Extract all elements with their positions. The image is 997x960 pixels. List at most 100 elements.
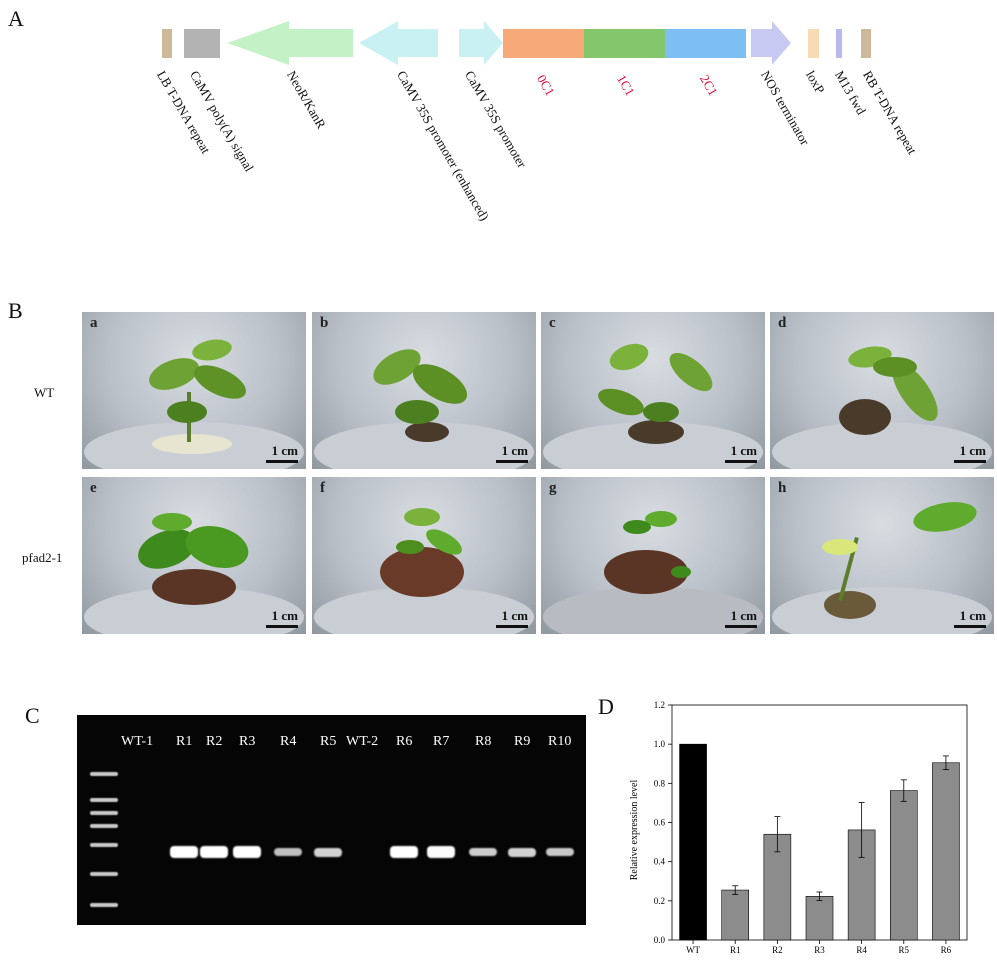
x-tick-label: WT xyxy=(686,945,700,955)
gel-band xyxy=(469,848,497,856)
scale-bar xyxy=(954,460,986,463)
feature-1c1 xyxy=(584,29,665,58)
panel-letter-a: A xyxy=(8,6,24,31)
photo-h: h 1 cm xyxy=(770,477,994,634)
gel-band xyxy=(170,846,198,858)
photo-f: f 1 cm xyxy=(312,477,536,634)
gel-band xyxy=(274,848,302,856)
feature-35s-enhanced-arrow xyxy=(359,21,438,65)
gel-band xyxy=(314,847,342,857)
plant-drawing xyxy=(543,511,763,634)
scale-bar xyxy=(954,625,986,628)
bar xyxy=(889,790,918,941)
photo-tag: b xyxy=(320,315,329,331)
panel-letter-b: B xyxy=(8,298,23,323)
photo-tag: e xyxy=(90,480,97,496)
photo-tag: d xyxy=(778,315,787,331)
scale-bar xyxy=(266,625,298,628)
x-tick-label: R6 xyxy=(941,945,952,955)
ladder-band xyxy=(90,798,118,802)
lane-label: R7 xyxy=(433,734,450,749)
x-tick-label: R3 xyxy=(814,945,825,955)
x-tick-label: R4 xyxy=(856,945,867,955)
y-tick-label: 1.0 xyxy=(654,739,666,749)
plant-drawing xyxy=(314,349,534,469)
feature-35s-arrow xyxy=(459,21,503,65)
y-tick-label: 0.0 xyxy=(654,935,666,945)
x-tick-label: R2 xyxy=(772,945,783,955)
y-tick-label: 0.2 xyxy=(654,896,665,906)
feature-neor-arrow xyxy=(227,21,353,65)
y-tick-label: 0.4 xyxy=(654,857,666,867)
scale-bar xyxy=(496,460,528,463)
photo-e: e 1 cm xyxy=(82,477,306,634)
photo-b: b 1 cm xyxy=(312,312,536,469)
scale-label: 1 cm xyxy=(501,443,528,458)
ladder-band xyxy=(90,772,118,776)
feature-lb-tdna xyxy=(162,29,172,58)
y-tick-label: 0.8 xyxy=(654,778,666,788)
feature-0c1 xyxy=(503,29,584,58)
lane-label: R1 xyxy=(176,734,193,749)
gel-image: WT-1 R1 R2 R3 R4 R5 WT-2 R6 R7 R8 R9 R10 xyxy=(77,715,586,925)
expression-bar-chart: Relative expression level 0.0 0.2 0.4 0.6 0.… xyxy=(629,700,968,955)
gel-band xyxy=(546,848,574,856)
scale-label: 1 cm xyxy=(730,443,757,458)
photo-a: a 1 cm xyxy=(82,312,306,469)
scale-bar xyxy=(266,460,298,463)
photo-c: c 1 cm xyxy=(541,312,765,469)
photo-tag: a xyxy=(90,315,98,331)
photo-tag: g xyxy=(549,480,557,496)
lane-label: WT-1 xyxy=(121,734,154,749)
photo-tag: c xyxy=(549,315,556,331)
plant-drawing xyxy=(772,502,992,634)
scale-bar xyxy=(725,460,757,463)
gel-band xyxy=(427,846,455,858)
photo-d: d 1 cm xyxy=(770,312,994,469)
photo-tag: h xyxy=(778,480,787,496)
ladder-band xyxy=(90,811,118,815)
construct-map: LB T-DNA repeat CaMV poly(A) signal NeoR… xyxy=(0,0,997,270)
feature-loxp xyxy=(808,29,819,58)
plant-drawing xyxy=(84,339,304,469)
bar xyxy=(721,889,750,941)
scale-label: 1 cm xyxy=(959,443,986,458)
y-axis-label: Relative expression level xyxy=(629,780,640,881)
feature-rb-tdna xyxy=(861,29,871,58)
x-tick-label: R1 xyxy=(730,945,741,955)
lane-label: R9 xyxy=(514,734,531,749)
plant-drawing xyxy=(84,513,304,634)
gel-band xyxy=(200,846,228,858)
lane-label: R5 xyxy=(320,734,337,749)
feature-2c1 xyxy=(665,29,746,58)
y-tick-label: 0.6 xyxy=(654,818,666,828)
scale-bar xyxy=(725,625,757,628)
gel-band xyxy=(390,846,418,858)
lane-label: R2 xyxy=(206,734,223,749)
photo-tag: f xyxy=(320,480,325,496)
y-tick-label: 1.2 xyxy=(654,700,665,710)
lane-label: R3 xyxy=(239,734,256,749)
row-label-pfad2: pfad2-1 xyxy=(22,550,63,565)
row-label-wt: WT xyxy=(34,385,55,400)
scale-label: 1 cm xyxy=(959,608,986,623)
scale-label: 1 cm xyxy=(501,608,528,623)
construct-map-graphic xyxy=(162,21,871,65)
photo-g: g 1 cm xyxy=(541,477,765,634)
panel-letter-c: C xyxy=(25,703,40,728)
gel-band xyxy=(508,847,536,857)
ladder-band xyxy=(90,843,118,847)
feature-nos-arrow xyxy=(751,21,791,65)
feature-m13 xyxy=(836,29,842,58)
scale-bar xyxy=(496,625,528,628)
ladder-band xyxy=(90,824,118,828)
bar xyxy=(805,896,834,941)
plant-drawing xyxy=(772,346,992,469)
lane-label: R10 xyxy=(548,734,572,749)
scale-label: 1 cm xyxy=(271,443,298,458)
lane-label: R8 xyxy=(475,734,492,749)
lane-label: R4 xyxy=(280,734,297,749)
x-tick-label: R5 xyxy=(899,945,910,955)
ladder-band xyxy=(90,903,118,907)
bar xyxy=(679,743,707,941)
